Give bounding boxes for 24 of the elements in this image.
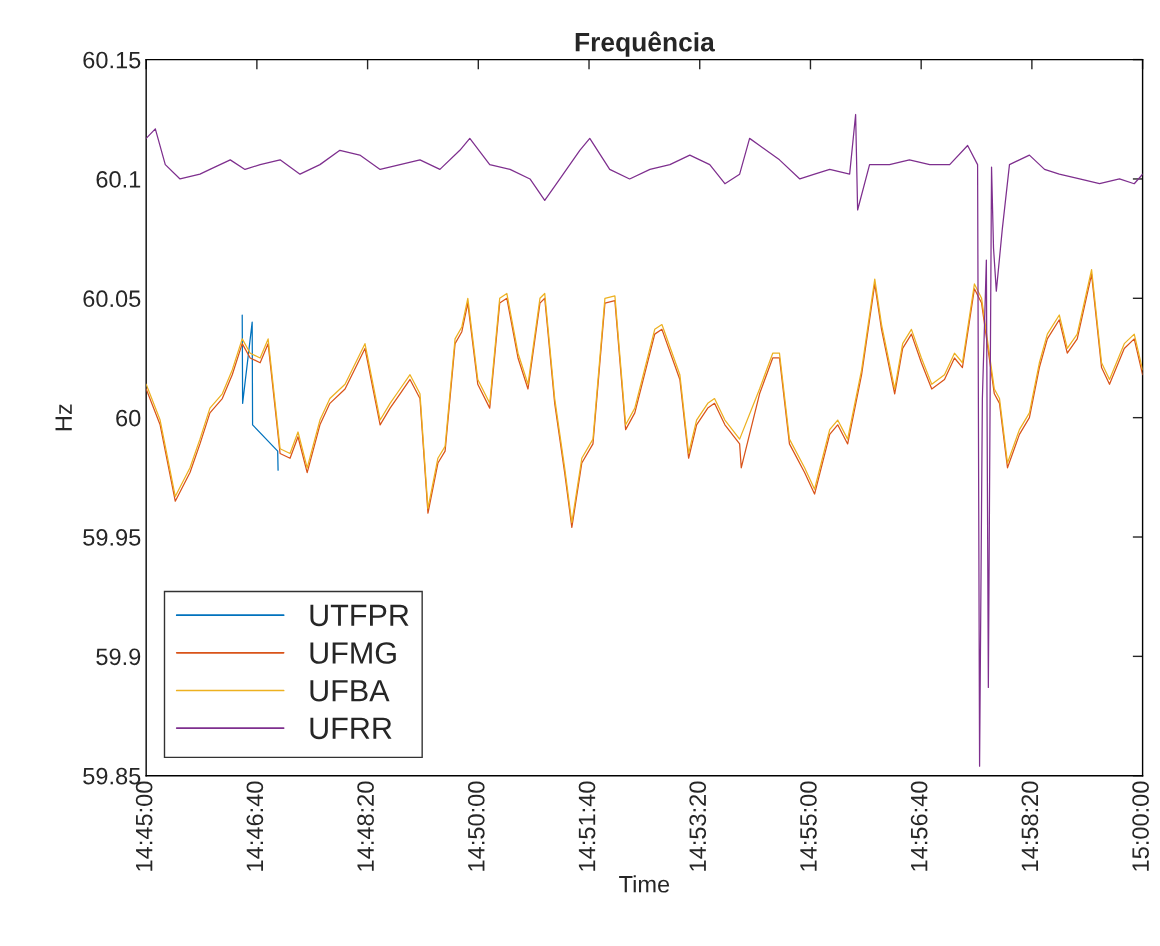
x-tick-label: 14:50:00 (467, 781, 485, 871)
y-tick-label: 60.05 (83, 290, 141, 308)
x-tick-label: 14:55:00 (800, 781, 817, 871)
legend-label: UTFPR (310, 604, 409, 627)
y-tick-label: 59.9 (96, 648, 141, 666)
legend-label: UFRR (310, 717, 392, 740)
y-tick-label: 60.15 (83, 51, 141, 69)
x-tick-label: 14:46:40 (246, 781, 264, 871)
legend-label: UFMG (310, 642, 396, 664)
line-series (241, 314, 279, 471)
y-tick-label: 59.95 (83, 529, 141, 546)
y-tick-label: 60 (116, 409, 141, 427)
x-axis-title: Time (619, 875, 670, 893)
y-tick-label: 60.1 (96, 171, 141, 188)
x-tick-label: 14:48:20 (357, 781, 374, 871)
chart-title: Frequência (575, 31, 715, 57)
x-tick-label: 15:00:00 (1132, 781, 1149, 871)
x-tick-label: 14:56:40 (910, 781, 928, 871)
legend-label: UFBA (310, 680, 390, 702)
y-axis-title: Hz (55, 404, 72, 431)
line-series (146, 113, 1143, 767)
x-tick-label: 14:51:40 (578, 781, 596, 871)
x-tick-label: 14:58:20 (1021, 781, 1039, 871)
x-tick-label: 14:53:20 (689, 781, 707, 871)
